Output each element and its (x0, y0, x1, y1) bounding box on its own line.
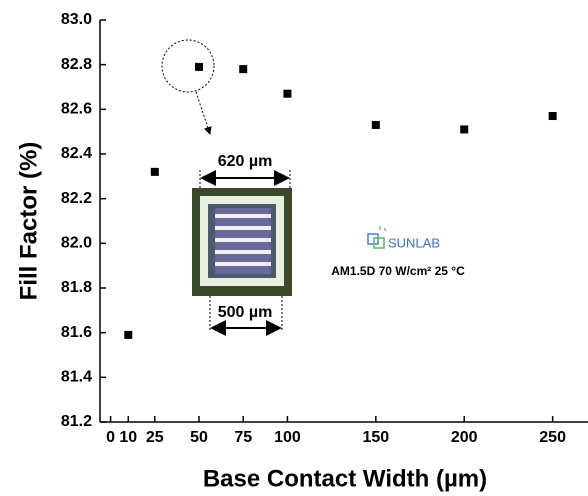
pointer-arrow (195, 91, 212, 135)
x-tick-label: 10 (119, 429, 137, 446)
x-tick-label: 250 (539, 429, 566, 446)
logo (367, 226, 387, 249)
y-tick-label: 81.8 (61, 279, 92, 296)
y-tick-label: 82.8 (61, 56, 92, 73)
y-tick-label: 82.0 (61, 235, 92, 252)
y-tick-label: 81.4 (61, 369, 92, 386)
x-tick-label: 75 (234, 429, 252, 446)
y-tick-label: 82.6 (61, 101, 92, 118)
highlight-circle (161, 39, 215, 93)
data-point (124, 330, 133, 339)
x-tick-label: 200 (451, 429, 478, 446)
annotation: 620 µm (218, 153, 273, 170)
y-tick-label: 82.4 (61, 145, 92, 162)
y-tick-label: 83.0 (61, 11, 92, 28)
y-axis-label: Fill Factor (%) (15, 142, 42, 301)
annotation: AM1.5D 70 W/cm² 25 °C (331, 264, 465, 278)
y-tick-label: 81.2 (61, 413, 92, 430)
data-point (195, 62, 204, 71)
x-tick-label: 25 (146, 429, 164, 446)
annotation: SUNLAB (388, 235, 440, 250)
x-tick-label: 0 (106, 429, 115, 446)
x-tick-label: 150 (362, 429, 389, 446)
x-tick-label: 100 (274, 429, 301, 446)
data-point (283, 89, 292, 98)
annotation: 500 µm (218, 304, 273, 321)
data-point (150, 167, 159, 176)
inset-image (192, 188, 292, 296)
y-tick-label: 82.2 (61, 190, 92, 207)
y-tick-label: 81.6 (61, 324, 92, 341)
data-point (548, 112, 557, 121)
data-point (460, 125, 469, 134)
x-tick-label: 50 (190, 429, 208, 446)
data-point (239, 65, 248, 74)
data-point (371, 120, 380, 129)
x-axis-label: Base Contact Width (µm) (203, 465, 487, 492)
